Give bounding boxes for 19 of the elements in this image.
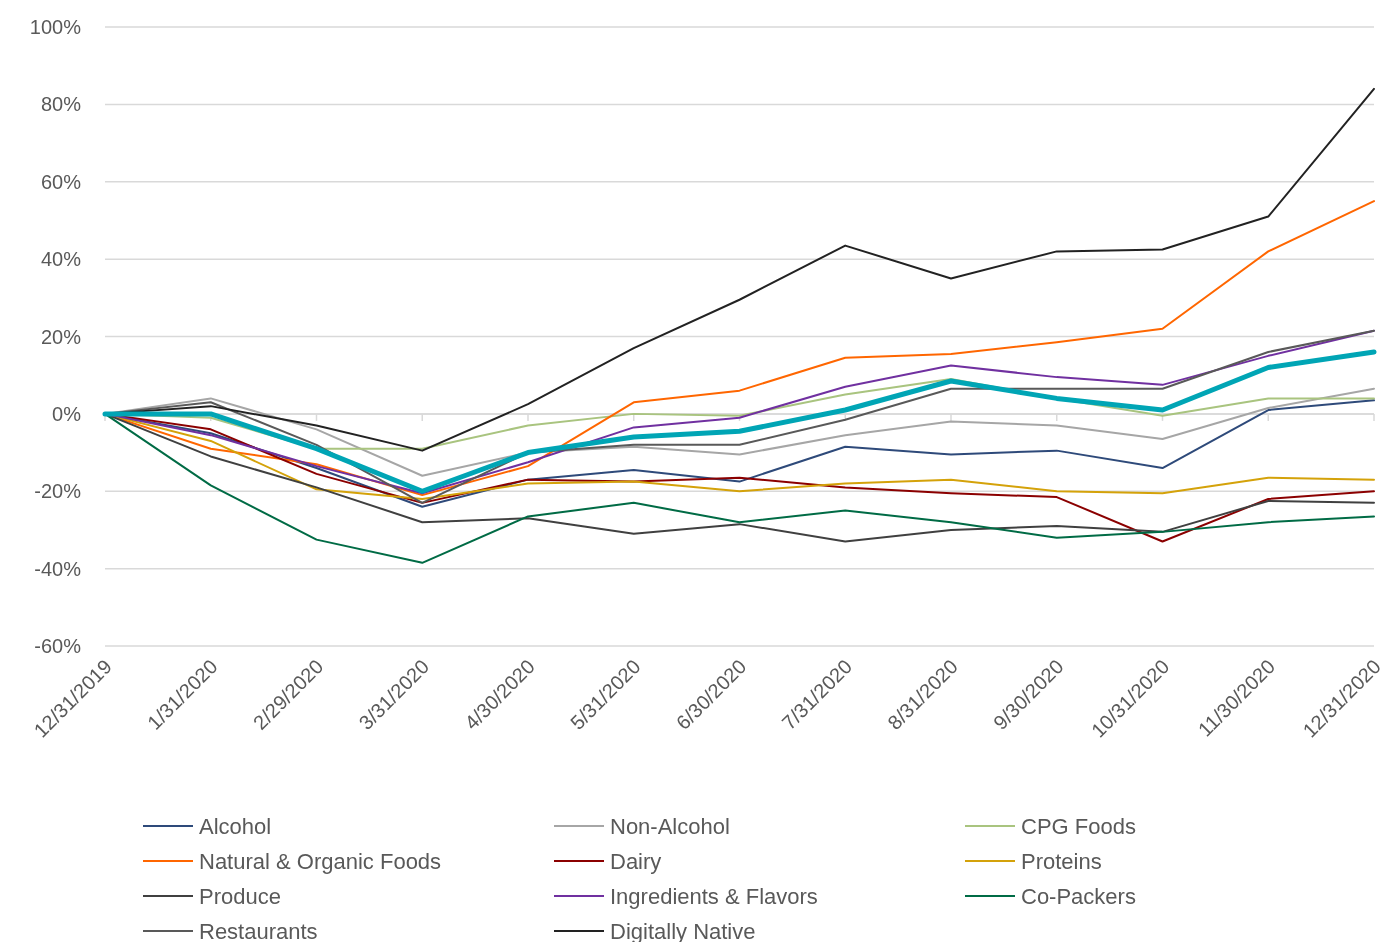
y-tick-label: 80%	[40, 93, 82, 116]
y-tick-label: 40%	[40, 248, 82, 271]
y-tick-label: 20%	[40, 325, 82, 348]
legend-label: Non-Alcohol	[610, 813, 730, 839]
legend-label: Natural & Organic Foods	[199, 848, 442, 874]
legend-label: Alcohol	[199, 813, 272, 839]
legend-label: Co-Packers	[1021, 883, 1136, 909]
y-tick-label: -20%	[34, 480, 82, 503]
legend-label: Ingredients & Flavors	[610, 883, 818, 909]
legend-label: Proteins	[1021, 848, 1102, 874]
y-tick-label: -40%	[34, 557, 82, 580]
y-tick-label: 100%	[29, 16, 82, 38]
y-tick-label: -60%	[34, 635, 82, 657]
legend-label: Produce	[199, 883, 281, 909]
legend-label: Restaurants	[199, 918, 318, 942]
y-tick-label: 0%	[52, 402, 82, 425]
y-tick-label: 60%	[40, 170, 82, 193]
legend-label: Dairy	[610, 848, 662, 874]
legend-label: CPG Foods	[1021, 813, 1136, 839]
